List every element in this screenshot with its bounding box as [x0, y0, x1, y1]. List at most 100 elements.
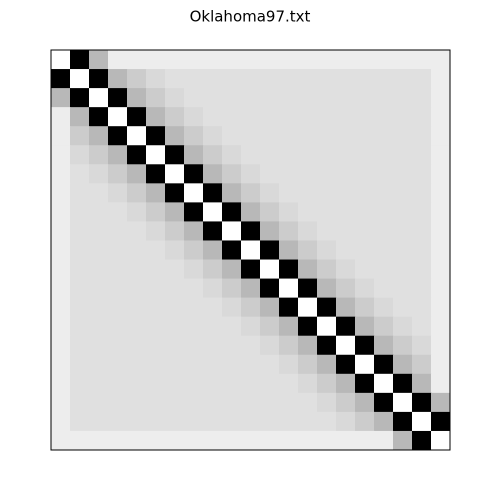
heatmap-cell — [317, 126, 337, 146]
heatmap-cell — [146, 202, 166, 222]
heatmap-cell — [127, 335, 147, 356]
heatmap-cell — [374, 50, 394, 70]
heatmap-cell — [222, 183, 242, 203]
heatmap-cell — [431, 145, 451, 165]
heatmap-cell — [355, 392, 375, 413]
heatmap-cell — [374, 183, 394, 203]
heatmap-cell — [279, 335, 299, 356]
heatmap-cell — [336, 373, 356, 394]
heatmap-cell — [412, 297, 432, 318]
heatmap-cell — [146, 240, 166, 261]
heatmap-cell — [127, 240, 147, 261]
heatmap-cell — [203, 335, 223, 356]
heatmap-cell — [184, 164, 204, 184]
heatmap-cell — [222, 202, 242, 222]
heatmap-cell — [279, 373, 299, 394]
heatmap-cell — [260, 259, 280, 280]
heatmap-cell — [374, 202, 394, 222]
heatmap-cell — [108, 373, 128, 394]
plot-frame — [50, 49, 451, 451]
heatmap-cell — [241, 202, 261, 222]
heatmap-cell — [260, 88, 280, 108]
heatmap-cell — [89, 240, 109, 261]
heatmap-cell — [203, 278, 223, 299]
heatmap-cell — [127, 183, 147, 203]
heatmap-cell — [108, 430, 128, 451]
heatmap-cell — [89, 50, 109, 70]
heatmap-cell — [317, 145, 337, 165]
heatmap-cell — [355, 335, 375, 356]
heatmap-cell — [374, 69, 394, 89]
heatmap-cell — [222, 297, 242, 318]
heatmap-cell — [51, 373, 71, 394]
heatmap-cell — [317, 354, 337, 375]
heatmap-cell — [70, 183, 90, 203]
heatmap-cell — [279, 297, 299, 318]
heatmap-cell — [203, 126, 223, 146]
heatmap-cell — [279, 221, 299, 241]
heatmap-cell — [336, 221, 356, 241]
heatmap-cell — [203, 145, 223, 165]
heatmap-cell — [260, 164, 280, 184]
heatmap-cell — [298, 316, 318, 337]
heatmap-cell — [127, 354, 147, 375]
heatmap-cell — [70, 392, 90, 413]
heatmap-cell — [89, 392, 109, 413]
heatmap-cell — [108, 240, 128, 261]
heatmap-cell — [355, 411, 375, 432]
heatmap-cell — [70, 107, 90, 127]
heatmap-cell — [222, 392, 242, 413]
heatmap-cell — [51, 259, 71, 280]
heatmap-cell — [336, 316, 356, 337]
heatmap-cell — [70, 259, 90, 280]
heatmap-cell — [127, 164, 147, 184]
heatmap-cell — [374, 164, 394, 184]
heatmap-cell — [260, 107, 280, 127]
heatmap-cell — [51, 183, 71, 203]
heatmap-cell — [165, 411, 185, 432]
heatmap-cell — [336, 411, 356, 432]
heatmap-cell — [184, 392, 204, 413]
heatmap-cell — [355, 240, 375, 261]
heatmap-cell — [146, 335, 166, 356]
heatmap-cell — [51, 335, 71, 356]
heatmap-cell — [165, 354, 185, 375]
heatmap-cell — [184, 354, 204, 375]
heatmap-cell — [165, 69, 185, 89]
heatmap-cell — [222, 69, 242, 89]
heatmap-cell — [146, 316, 166, 337]
heatmap-cell — [51, 164, 71, 184]
heatmap-cell — [260, 69, 280, 89]
heatmap-cell — [336, 430, 356, 451]
heatmap-cell — [127, 88, 147, 108]
heatmap-cell — [317, 240, 337, 261]
heatmap-cell — [336, 107, 356, 127]
heatmap-cell — [241, 183, 261, 203]
heatmap-cell — [184, 183, 204, 203]
heatmap-cell — [184, 221, 204, 241]
heatmap-cell — [260, 297, 280, 318]
heatmap-cell — [89, 221, 109, 241]
heatmap-cell — [374, 278, 394, 299]
heatmap-cell — [165, 335, 185, 356]
heatmap-cell — [108, 411, 128, 432]
heatmap-cell — [108, 88, 128, 108]
heatmap-cell — [279, 278, 299, 299]
heatmap-cell — [89, 183, 109, 203]
heatmap-cell — [374, 392, 394, 413]
heatmap-cell — [127, 50, 147, 70]
heatmap-cell — [241, 316, 261, 337]
heatmap-cell — [260, 373, 280, 394]
heatmap-cell — [298, 164, 318, 184]
heatmap-cell — [108, 316, 128, 337]
heatmap-cell — [393, 145, 413, 165]
heatmap-cell — [108, 164, 128, 184]
heatmap-cell — [222, 335, 242, 356]
heatmap-cell — [317, 259, 337, 280]
heatmap-cell — [412, 183, 432, 203]
heatmap-cell — [89, 259, 109, 280]
heatmap-cell — [89, 88, 109, 108]
heatmap-cell — [431, 297, 451, 318]
heatmap-cell — [298, 145, 318, 165]
heatmap-cell — [127, 411, 147, 432]
